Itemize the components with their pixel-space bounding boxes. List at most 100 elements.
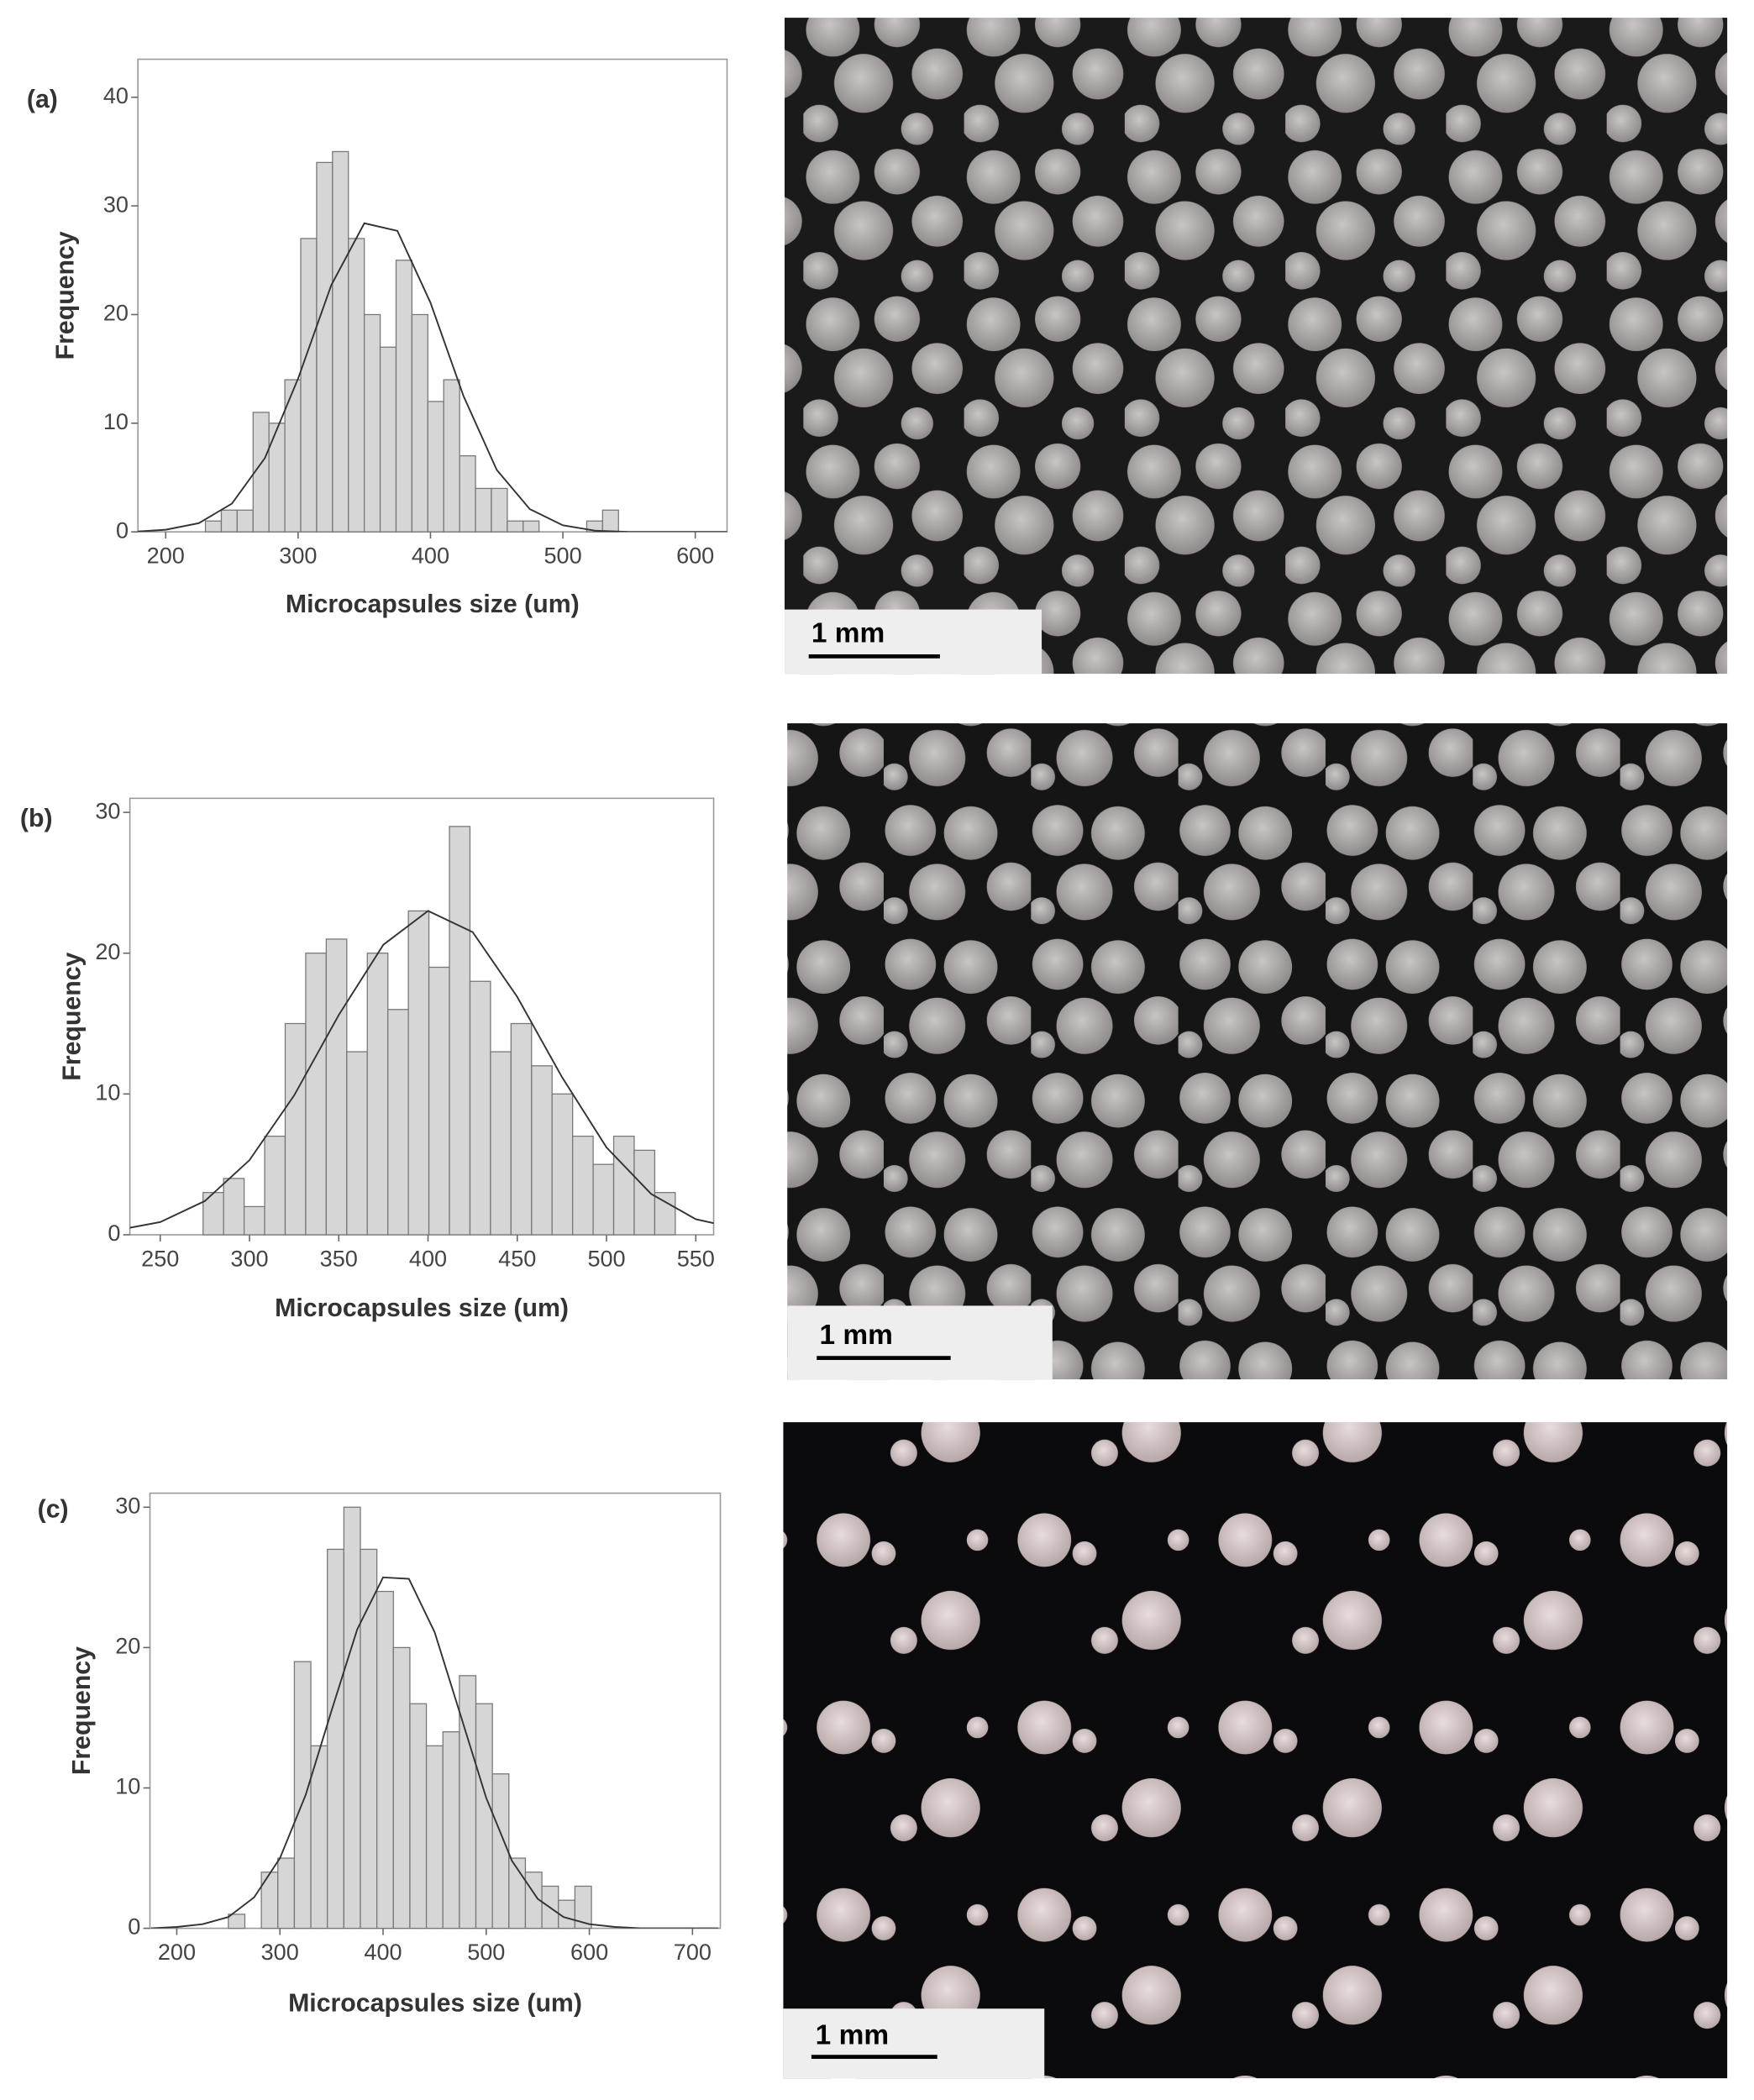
x-tick-label: 300: [230, 1245, 268, 1271]
y-tick-label: 20: [103, 300, 129, 326]
bar: [243, 1205, 265, 1236]
y-tick-label: 0: [116, 517, 129, 543]
y-tick-label: 30: [103, 191, 129, 217]
bar: [293, 1661, 312, 1929]
x-axis-label: Microcapsules size (um): [286, 591, 580, 618]
x-tick-label: 200: [158, 1939, 196, 1965]
y-tick-label: 40: [103, 82, 129, 108]
bar: [268, 423, 286, 533]
panel-label: (a): [27, 86, 58, 113]
y-axis-label: Frequency: [59, 952, 87, 1080]
histogram-panel: (b) 0 10 20 30 250 300 350 400 450 500 550 Microcaps…: [20, 797, 715, 1322]
scale-bar: 1 mm: [785, 609, 1042, 675]
scale-label: 1 mm: [811, 618, 885, 649]
histogram-panel: (a) 0 10 20 30 40 200 300 400 500 600 Microcapsules…: [27, 58, 728, 618]
panel-label: (b): [20, 805, 53, 832]
fit-curve: [138, 222, 727, 533]
y-tick-label: 0: [128, 1914, 140, 1940]
histogram-panel: (c) 0 10 20 30 200 300 400 500 600 700 Microcapsule…: [38, 1492, 722, 2017]
bar: [325, 938, 348, 1236]
bar: [507, 520, 524, 533]
y-axis-label: Frequency: [68, 1646, 96, 1775]
y-tick-label: 10: [95, 1079, 120, 1105]
x-axis-label: Microcapsules size (um): [288, 1989, 582, 2017]
bar: [490, 1051, 512, 1236]
bar: [316, 161, 333, 533]
bar: [407, 910, 430, 1236]
bar: [469, 980, 491, 1236]
bar: [425, 1745, 444, 1929]
micrograph: [783, 1422, 1728, 2079]
bar: [223, 1178, 245, 1236]
bar: [572, 1135, 594, 1236]
bar: [443, 379, 460, 533]
bar: [428, 966, 450, 1236]
scale-label: 1 mm: [816, 2020, 889, 2051]
fit-curve: [150, 1576, 719, 1929]
bar: [236, 509, 254, 533]
y-tick-label: 30: [95, 797, 120, 823]
x-tick-label: 350: [320, 1245, 358, 1271]
panel-label: (c): [38, 1495, 69, 1523]
x-tick-label: 300: [261, 1939, 299, 1965]
bar: [348, 238, 365, 533]
bar: [459, 1675, 477, 1929]
bar: [284, 1022, 307, 1236]
x-tick-label: 450: [498, 1245, 536, 1271]
bar: [409, 1703, 428, 1929]
bar: [633, 1149, 656, 1236]
y-tick-label: 0: [108, 1220, 120, 1246]
micrograph: [785, 18, 1728, 675]
bar: [475, 1703, 493, 1929]
x-tick-label: 500: [467, 1939, 505, 1965]
bar: [305, 953, 328, 1236]
bar: [531, 1065, 553, 1236]
bar: [332, 150, 349, 533]
bar: [491, 487, 508, 533]
bar: [523, 520, 540, 533]
x-tick-label: 550: [677, 1245, 715, 1271]
bar: [475, 487, 492, 533]
x-tick-label: 500: [587, 1245, 625, 1271]
bar: [491, 1773, 510, 1929]
x-tick-label: 600: [570, 1939, 608, 1965]
bar: [395, 260, 413, 533]
bar: [379, 346, 397, 533]
x-tick-label: 250: [141, 1245, 179, 1271]
x-tick-label: 400: [412, 543, 449, 569]
bar: [277, 1857, 296, 1929]
y-tick-label: 10: [103, 408, 129, 434]
bar: [551, 1093, 574, 1236]
y-tick-label: 30: [115, 1492, 140, 1518]
bar: [300, 238, 318, 533]
x-tick-label: 300: [279, 543, 317, 569]
bar: [327, 1548, 344, 1929]
bar: [264, 1135, 286, 1236]
bar: [343, 1506, 361, 1929]
scale-bar: 1 mm: [787, 1305, 1053, 1380]
y-tick-label: 10: [115, 1773, 140, 1799]
micrograph: [787, 723, 1728, 1380]
bar: [366, 953, 389, 1236]
x-tick-label: 400: [409, 1245, 447, 1271]
bar: [510, 1022, 533, 1236]
x-tick-label: 500: [544, 543, 581, 569]
bar: [204, 520, 223, 533]
bar: [601, 509, 619, 533]
bar: [592, 1163, 615, 1236]
bar: [449, 826, 471, 1236]
bar: [459, 454, 476, 533]
y-axis-label: Frequency: [52, 231, 80, 360]
x-axis-label: Microcapsules size (um): [275, 1294, 569, 1322]
bar: [364, 313, 381, 533]
x-tick-label: 700: [674, 1939, 712, 1965]
bar: [442, 1731, 460, 1929]
bar: [220, 509, 239, 533]
y-tick-label: 20: [115, 1633, 140, 1659]
scale-bar: 1 mm: [783, 2008, 1045, 2079]
bar: [574, 1885, 592, 1929]
scale-label: 1 mm: [819, 1320, 892, 1351]
bar: [376, 1590, 394, 1929]
bar: [260, 1872, 279, 1929]
